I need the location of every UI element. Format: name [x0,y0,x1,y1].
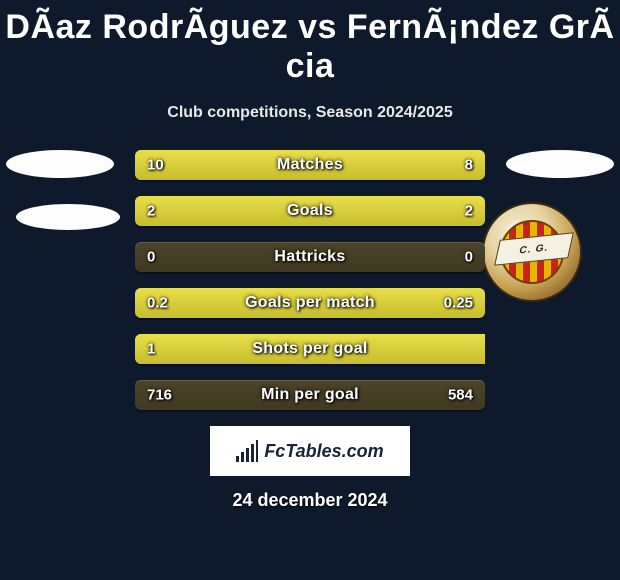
branding-bars-icon [236,440,258,462]
stat-row: 0 Hattricks 0 [135,242,485,272]
branding-site: FcTables.com [264,441,383,462]
stat-row: 716 Min per goal 584 [135,380,485,410]
stat-label: Hattricks [274,248,345,266]
stat-label: Matches [277,156,343,174]
stat-value-right: 0.25 [444,295,473,312]
stat-label: Goals per match [245,294,375,312]
stat-value-right: 2 [465,203,473,220]
stat-value-right: 8 [465,157,473,174]
stat-label: Min per goal [261,386,359,404]
branding-box: FcTables.com [210,426,410,476]
stat-row: 10 Matches 8 [135,150,485,180]
stat-fill-left [135,196,275,226]
stat-value-left: 716 [147,387,172,404]
stat-value-left: 1 [147,341,155,358]
stat-bars: 10 Matches 8 2 Goals 2 0 Hattricks 0 0.2 Goals per… [135,150,485,410]
stat-value-left: 2 [147,203,155,220]
page-title: DÃ­az RodrÃ­guez vs FernÃ¡ndez GrÃ cia [0,0,620,86]
stat-value-right: 584 [448,387,473,404]
stat-value-left: 0.2 [147,295,168,312]
stat-row: 0.2 Goals per match 0.25 [135,288,485,318]
comparison-panel: C. G. 10 Matches 8 2 Goals 2 0 Hattricks 0 0.2 Goa… [0,150,620,511]
stat-value-left: 10 [147,157,164,174]
page-subtitle: Club competitions, Season 2024/2025 [0,104,620,122]
player2-avatar-ellipse [506,150,614,178]
crest-ring: C. G. [482,202,582,302]
date: 24 december 2024 [0,490,620,511]
player1-avatar-ellipse-bottom [16,204,120,230]
stat-row: 2 Goals 2 [135,196,485,226]
player2-club-crest: C. G. [482,202,582,302]
stat-value-right: 0 [465,249,473,266]
player1-avatar-ellipse-top [6,150,114,178]
stat-row: 1 Shots per goal [135,334,485,364]
stat-value-left: 0 [147,249,155,266]
stat-label: Shots per goal [252,340,367,358]
stat-label: Goals [287,202,333,220]
